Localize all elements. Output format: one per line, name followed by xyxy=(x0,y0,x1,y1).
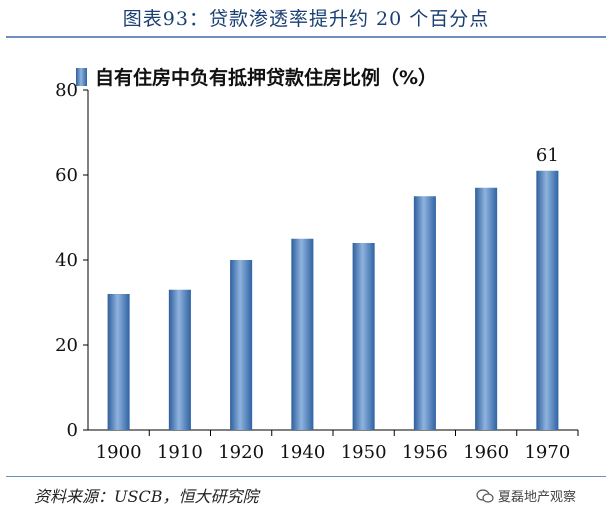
chat-bubble-icon xyxy=(476,488,494,503)
x-tick-label: 1956 xyxy=(402,442,448,463)
y-tick-label: 20 xyxy=(55,335,78,356)
bar-1956 xyxy=(413,196,436,430)
bar-1900 xyxy=(107,294,130,430)
watermark: 夏磊地产观察 xyxy=(476,486,576,505)
bar-chart: 自有住房中负有抵押贷款住房比例（%） 0 20 40 60 80 1900 1910 1920… xyxy=(55,66,579,463)
legend-label: 自有住房中负有抵押贷款住房比例（%） xyxy=(95,66,437,89)
chart-legend: 自有住房中负有抵押贷款住房比例（%） xyxy=(76,66,437,89)
data-label: 61 xyxy=(536,145,559,166)
bar-1950 xyxy=(352,243,375,430)
x-tick-label: 1950 xyxy=(341,442,387,463)
figure-title: 图表93：贷款渗透率提升约 20 个百分点 xyxy=(122,8,490,30)
y-tick-label: 60 xyxy=(55,165,78,186)
x-tick-label: 1940 xyxy=(279,442,325,463)
source-note: 资料来源：USCB，恒大研究院 xyxy=(34,487,259,506)
bar-1920 xyxy=(230,260,253,430)
y-tick-label: 80 xyxy=(55,80,78,101)
legend-swatch xyxy=(76,68,87,86)
x-tick-label: 1900 xyxy=(96,442,142,463)
bar-1940 xyxy=(291,238,314,430)
title-divider xyxy=(6,36,606,38)
watermark-text: 夏磊地产观察 xyxy=(498,490,577,505)
x-tick-label: 1970 xyxy=(524,442,570,463)
y-tick-label: 0 xyxy=(67,420,78,441)
y-tick-label: 40 xyxy=(55,250,78,271)
bar-1910 xyxy=(168,289,191,430)
x-tick-label: 1960 xyxy=(463,442,509,463)
bar-1970 xyxy=(536,170,559,430)
footer-divider xyxy=(6,476,606,477)
x-tick-label: 1920 xyxy=(218,442,264,463)
bar-1960 xyxy=(475,187,498,430)
x-tick-label: 1910 xyxy=(157,442,203,463)
